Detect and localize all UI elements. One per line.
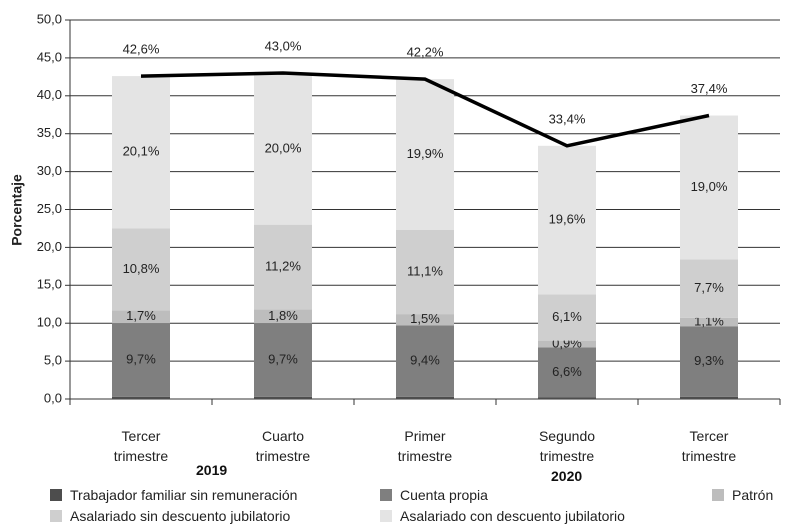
- group-label: 2020: [551, 468, 583, 484]
- legend-label: Asalariado sin descuento jubilatorio: [70, 508, 291, 524]
- data-label: 1,7%: [126, 308, 156, 323]
- bar-segment: [112, 76, 170, 229]
- bar-segment: [112, 228, 170, 311]
- bar-segment: [538, 145, 596, 295]
- legend-swatch: [50, 510, 62, 522]
- data-label: 6,6%: [552, 364, 582, 379]
- legend-swatch: [380, 489, 392, 501]
- legend-item: Trabajador familiar sin remuneración: [50, 487, 297, 503]
- legend-label: Trabajador familiar sin remuneración: [70, 487, 298, 503]
- line-label: 42,6%: [123, 42, 160, 57]
- bar-segment: [680, 326, 738, 397]
- data-label: 1,8%: [268, 308, 298, 323]
- bar-segment: [680, 317, 738, 327]
- data-label: 7,7%: [694, 280, 724, 295]
- data-label: 19,9%: [407, 146, 444, 161]
- bar-segment: [254, 396, 312, 399]
- x-tick-label: Cuarto trimestre: [255, 428, 311, 464]
- legend-label: Cuenta propia: [400, 487, 488, 503]
- x-tick-label: Tercer trimestre: [681, 428, 737, 464]
- legend-swatch: [380, 510, 392, 522]
- legend-item: Patrón: [712, 487, 773, 503]
- bar-segment: [396, 79, 454, 230]
- bar-segment: [680, 259, 738, 318]
- y-tick-label: 20,0: [37, 239, 62, 254]
- legend-item: Cuenta propia: [380, 487, 488, 503]
- data-label: 19,0%: [691, 179, 728, 194]
- y-tick-label: 0,0: [44, 390, 62, 405]
- data-label: 10,8%: [123, 261, 160, 276]
- bar-segment: [396, 229, 454, 315]
- data-label: 9,3%: [694, 353, 724, 368]
- line-label: 33,4%: [549, 111, 586, 126]
- y-tick-label: 25,0: [37, 201, 62, 216]
- y-tick-label: 10,0: [37, 315, 62, 330]
- data-label: 11,1%: [407, 263, 443, 278]
- legend-item: Asalariado sin descuento jubilatorio: [50, 508, 290, 524]
- line-label: 42,2%: [407, 45, 444, 60]
- group-label: 2019: [196, 462, 228, 478]
- legend-label: Asalariado con descuento jubilatorio: [400, 508, 625, 524]
- data-label: 1,5%: [410, 311, 440, 326]
- line-label: 37,4%: [691, 81, 728, 96]
- legend-label: Patrón: [732, 487, 774, 503]
- bar-segment: [112, 310, 170, 324]
- bar-segment: [538, 294, 596, 341]
- data-label: 20,0%: [265, 140, 302, 155]
- x-tick-label: Tercer trimestre: [113, 428, 169, 464]
- bar-segment: [538, 340, 596, 348]
- y-tick-label: 45,0: [37, 49, 62, 64]
- x-tick-label: Primer trimestre: [397, 428, 453, 464]
- data-label: 20,1%: [123, 144, 160, 159]
- bar-segment: [538, 397, 596, 399]
- bar-segment: [396, 325, 454, 397]
- data-label: 6,1%: [552, 309, 582, 324]
- bar-segment: [538, 347, 596, 398]
- bar-segment: [254, 309, 312, 324]
- bar-segment: [396, 396, 454, 399]
- bar-segment: [680, 115, 738, 260]
- x-tick-label: Segundo trimestre: [538, 428, 596, 464]
- y-tick-label: 40,0: [37, 87, 62, 102]
- bar-segment: [254, 323, 312, 397]
- line: [140, 71, 710, 148]
- y-tick-label: 35,0: [37, 125, 62, 140]
- legend-swatch: [712, 489, 724, 501]
- legend-item: Asalariado con descuento jubilatorio: [380, 508, 625, 524]
- data-label: 9,7%: [268, 351, 298, 366]
- legend-swatch: [50, 489, 62, 501]
- y-axis-label: Porcentaje: [9, 174, 25, 246]
- y-tick-label: 5,0: [44, 353, 62, 368]
- data-label: 19,6%: [549, 212, 586, 227]
- y-tick-label: 30,0: [37, 163, 62, 178]
- y-tick-label: 50,0: [37, 11, 62, 26]
- bar-segment: [254, 73, 312, 225]
- line-label: 43,0%: [265, 38, 302, 53]
- bar-segment: [680, 396, 738, 399]
- bar-segment: [112, 396, 170, 399]
- bar-segment: [112, 323, 170, 397]
- bar-segment: [254, 224, 312, 310]
- data-label: 9,4%: [410, 353, 440, 368]
- bar-segment: [396, 314, 454, 326]
- y-tick-label: 15,0: [37, 277, 62, 292]
- data-label: 11,2%: [265, 259, 301, 274]
- data-label: 9,7%: [126, 351, 156, 366]
